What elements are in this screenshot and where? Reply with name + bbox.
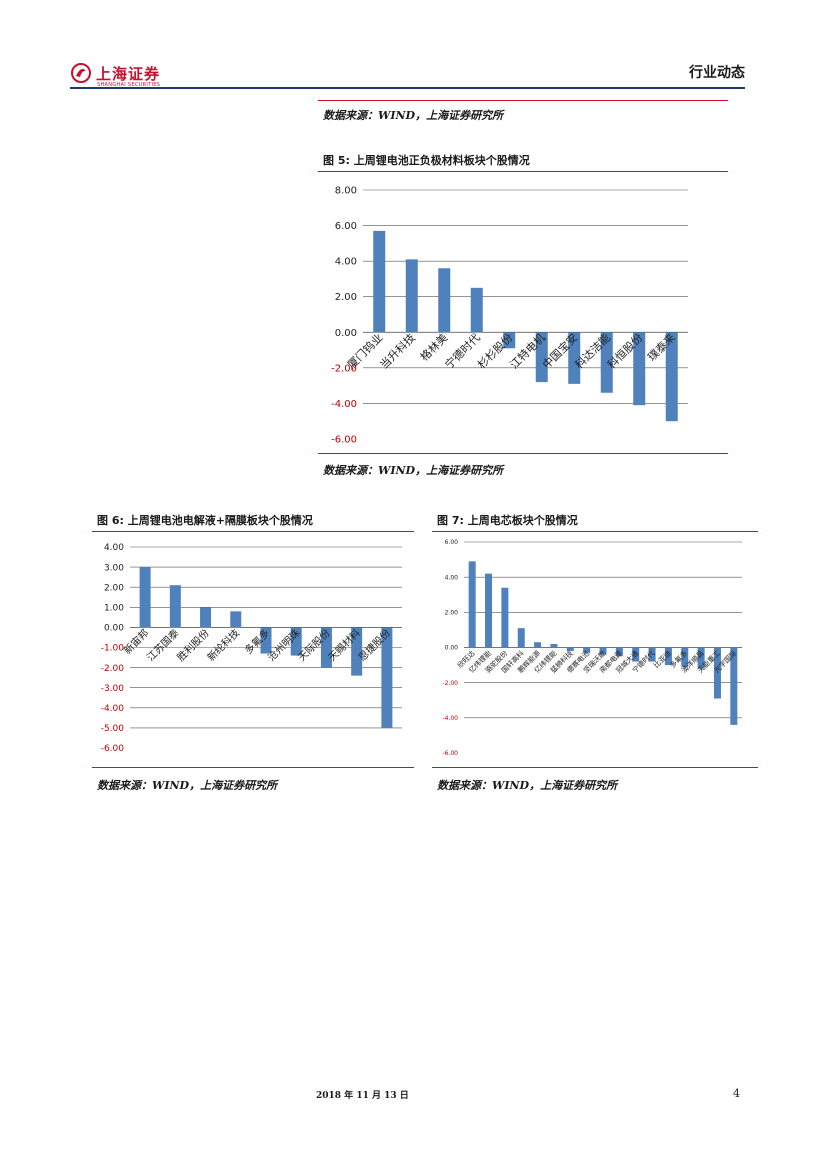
bar [468, 561, 476, 648]
bar [550, 643, 558, 648]
bar [534, 642, 542, 648]
logo-subtext: SHANGHAI SECURITIES [97, 82, 161, 88]
bar [600, 332, 613, 393]
top-source-rule [318, 100, 728, 101]
header-rule [70, 87, 745, 89]
y-tick-label: 6.00 [335, 221, 357, 232]
figure-6-chart: 4.00 3.00 2.00 1.00 0.00 -1.00 -2.00 -3.00 -4.00… [101, 543, 402, 754]
bar [320, 627, 332, 668]
y-tick-label: -4.00 [331, 399, 357, 410]
page-number: 4 [733, 1087, 740, 1100]
section-label: 行业动态 [689, 65, 745, 81]
category-label: 胜利股份 [175, 627, 212, 664]
top-source: 数据来源：WIND，上海证券研究所 [323, 109, 504, 122]
figure-5-bottom-rule [318, 453, 728, 454]
y-tick-label: -4.00 [442, 715, 458, 722]
figure-6-bottom-rule [92, 767, 414, 768]
y-tick-label: -6.00 [331, 435, 357, 446]
bar [373, 230, 386, 333]
bar [351, 627, 363, 676]
footer-date: 2018 年 11 月 13 日 [316, 1091, 409, 1101]
bar [615, 647, 623, 657]
figure-6-source: 数据来源：WIND，上海证券研究所 [97, 779, 278, 792]
figure-5-top-rule [318, 171, 728, 172]
category-label: 新纶科技 [204, 626, 241, 663]
y-tick-label: 4.00 [335, 257, 357, 268]
logo-emblem-icon [71, 63, 91, 83]
figure-7-chart: 6.004.002.000.00-2.00-4.00-6.00欣旺达亿纬锂能骆驼… [442, 539, 742, 757]
bar [405, 259, 418, 333]
bar [501, 587, 509, 648]
bar [290, 627, 302, 656]
bar [730, 647, 738, 725]
bar [169, 585, 181, 628]
y-tick-label: 0.00 [104, 624, 124, 634]
y-tick-label: 6.00 [445, 539, 459, 546]
figure-5-title: 图 5: 上周锂电池正负极材料板块个股情况 [323, 154, 530, 167]
y-tick-label: 2.00 [335, 292, 357, 303]
figure-6-title: 图 6: 上周锂电池电解液+隔膜板块个股情况 [97, 514, 313, 527]
bar [648, 647, 656, 662]
y-tick-label: -5.00 [101, 724, 125, 734]
y-tick-label: -4.00 [101, 704, 125, 714]
bar [665, 332, 678, 422]
figure-7-title: 图 7: 上周电芯板块个股情况 [437, 514, 578, 527]
bar [697, 647, 705, 669]
bar [230, 611, 242, 628]
logo: 上海证券 SHANGHAI SECURITIES [70, 60, 170, 90]
bar [485, 573, 493, 648]
figure-7-source: 数据来源：WIND，上海证券研究所 [437, 779, 618, 792]
logo-text: 上海证券 [96, 65, 161, 83]
category-label: 当升科技 [377, 331, 418, 372]
bar [139, 567, 151, 628]
bar [517, 628, 525, 648]
y-tick-label: -2.00 [442, 680, 458, 687]
figure-7-bottom-rule [432, 767, 758, 768]
y-tick-label: 3.00 [104, 563, 124, 573]
bar [381, 627, 393, 728]
bar [632, 647, 640, 662]
bar [200, 607, 212, 628]
y-tick-label: 8.00 [335, 186, 357, 197]
figure-7-top-rule [432, 531, 758, 532]
bar [535, 332, 548, 383]
y-tick-label: 4.00 [104, 543, 124, 553]
bar [503, 332, 516, 349]
category-label: 新宙邦 [121, 626, 151, 656]
bar [566, 647, 574, 652]
y-tick-label: -3.00 [101, 684, 125, 694]
y-tick-label: -1.00 [101, 644, 125, 654]
y-tick-label: -2.00 [101, 664, 125, 674]
bar [681, 647, 689, 667]
figure-6-top-rule [92, 531, 414, 532]
y-tick-label: -6.00 [442, 750, 458, 757]
figure-5-source: 数据来源：WIND，上海证券研究所 [323, 464, 504, 477]
bar [470, 287, 483, 333]
y-tick-label: 2.00 [445, 609, 459, 616]
bar [599, 647, 607, 655]
bar [438, 268, 451, 333]
bar [583, 647, 591, 653]
y-tick-label: -6.00 [101, 744, 125, 754]
y-tick-label: 0.00 [335, 328, 357, 339]
category-label: 江苏国泰 [144, 626, 181, 663]
bar [713, 647, 721, 699]
figure-5-chart: 8.006.004.002.000.00-2.00-4.00-6.00厦门钨业当… [331, 186, 688, 446]
y-tick-label: 2.00 [104, 583, 124, 593]
y-tick-label: -2.00 [331, 363, 357, 374]
y-tick-label: 4.00 [445, 574, 459, 581]
bar [633, 332, 646, 406]
bar [260, 627, 272, 654]
y-tick-label: 0.00 [445, 645, 459, 652]
y-tick-label: 1.00 [104, 603, 124, 613]
bar [664, 647, 672, 666]
bar [568, 332, 581, 384]
